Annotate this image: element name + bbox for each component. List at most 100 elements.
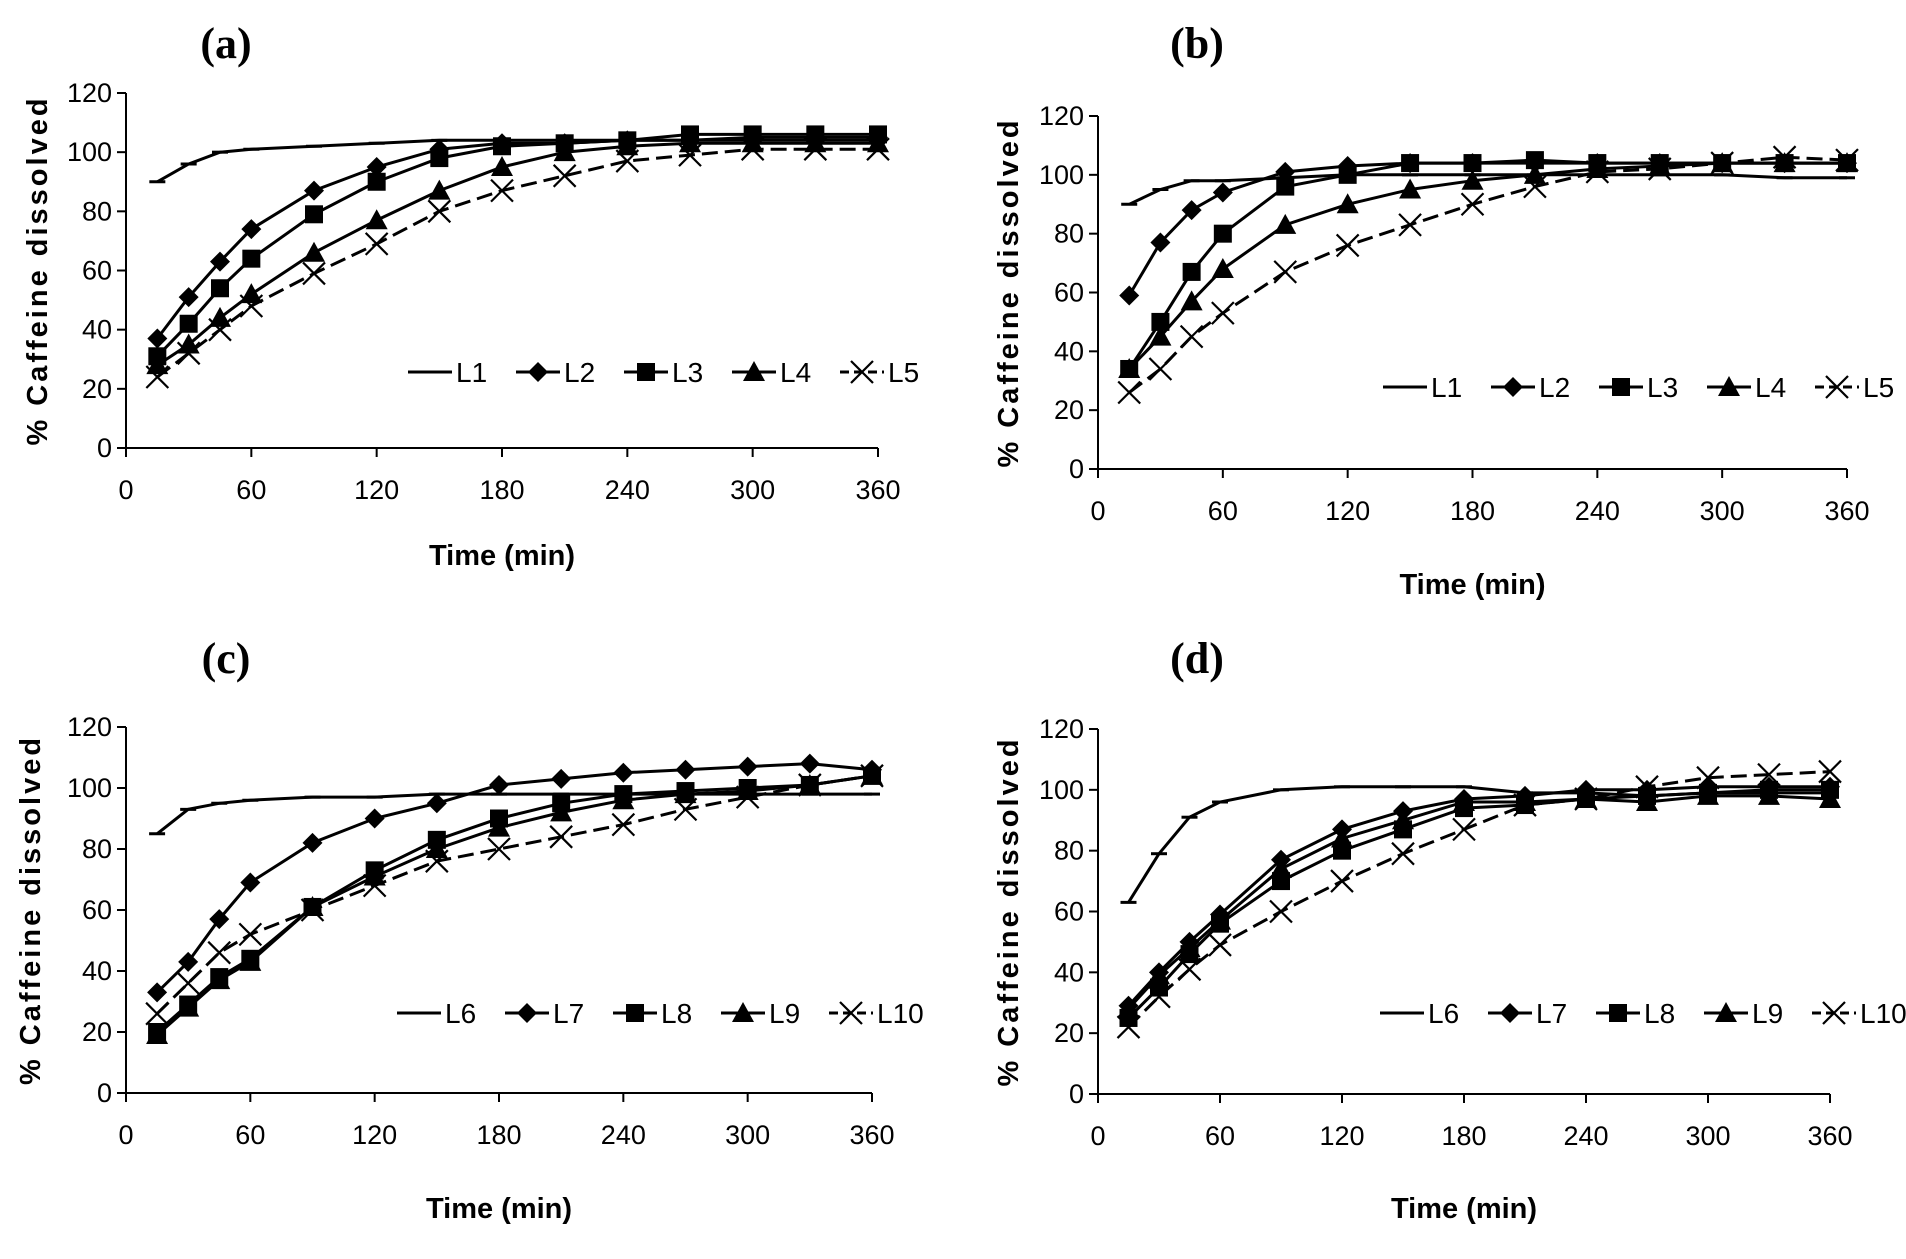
data-point-L9 [1270, 857, 1292, 878]
data-point-L9 [1392, 809, 1414, 830]
legend-label-L2: L2 [564, 357, 595, 388]
series-line-L10 [1127, 770, 1831, 1029]
data-point-L5 [1585, 160, 1610, 184]
data-point-L3 [1276, 177, 1295, 196]
y-tick-label: 0 [1069, 1079, 1084, 1109]
data-point-L5 [1835, 148, 1859, 172]
data-point-L10 [1269, 899, 1293, 924]
y-axis-title: % Caffeine dissolved [993, 117, 1025, 467]
data-point-L5 [1647, 157, 1672, 181]
legend-marker-L8 [1609, 1004, 1627, 1022]
data-point-L3 [1151, 312, 1170, 331]
data-point-L10 [1696, 765, 1720, 790]
series-L2 [147, 127, 888, 349]
data-point-L10 [238, 922, 263, 947]
legend-label-L4: L4 [780, 357, 811, 388]
data-point-L4 [1336, 193, 1359, 214]
data-point-L10 [735, 785, 760, 809]
data-point-L9 [1148, 964, 1170, 985]
y-tick-label: 0 [97, 1078, 112, 1108]
y-tick-label: 60 [82, 895, 112, 925]
data-point-L10 [611, 812, 636, 837]
legend-label-L6: L6 [445, 998, 476, 1029]
y-tick-label: 120 [67, 712, 112, 742]
y-tick-label: 80 [1054, 219, 1084, 249]
x-tick-label: 360 [1807, 1121, 1852, 1151]
data-point-L5 [1117, 380, 1141, 405]
x-tick-label: 360 [849, 1120, 894, 1150]
legend-label-L3: L3 [672, 357, 703, 388]
x-tick-label: 120 [1325, 496, 1370, 526]
y-tick-label: 80 [1054, 836, 1084, 866]
legend-label-L6: L6 [1428, 998, 1459, 1029]
legend-marker-L7 [517, 1003, 537, 1023]
y-tick-label: 60 [1054, 278, 1084, 308]
data-point-L4 [1211, 257, 1234, 278]
data-point-L9 [1697, 784, 1719, 805]
data-point-L2 [1119, 285, 1140, 306]
x-tick-label: 180 [476, 1120, 521, 1150]
legend-marker-L10 [1822, 1001, 1846, 1025]
data-point-L2 [210, 251, 230, 272]
x-tick-label: 0 [118, 475, 133, 505]
chart-panel-c: (c) 0 20 40 60 80 100 120 0 60 120 180 240 300 360 Time… [15, 634, 924, 1225]
data-point-L10 [1635, 775, 1659, 799]
data-point-L5 [1772, 145, 1797, 169]
data-point-L3 [1463, 154, 1482, 173]
data-point-L5 [552, 164, 577, 188]
y-tick-label: 80 [82, 196, 112, 226]
y-tick-label: 20 [1054, 1018, 1084, 1048]
data-point-L4 [1118, 357, 1141, 378]
panel-label: (b) [1170, 19, 1224, 68]
data-point-L10 [549, 825, 573, 849]
legend-marker-L9 [732, 1002, 754, 1022]
data-point-L4 [1149, 325, 1172, 346]
x-tick-label: 60 [235, 1120, 265, 1150]
x-tick-label: 120 [354, 475, 399, 505]
series-line-L4 [156, 141, 878, 367]
data-point-L10 [1208, 933, 1232, 957]
series-line-L9 [1127, 794, 1831, 1010]
data-point-L2 [178, 287, 199, 308]
data-point-L10 [1574, 787, 1598, 811]
data-point-L5 [678, 143, 702, 167]
legend-label-L5: L5 [1863, 372, 1894, 403]
x-tick-label: 360 [855, 475, 900, 505]
x-tick-label: 240 [601, 1120, 646, 1150]
data-point-L10 [425, 849, 449, 873]
data-point-L9 [1209, 909, 1231, 930]
data-point-L4 [240, 283, 263, 304]
legend-marker-L9 [1715, 1002, 1737, 1022]
legend: L6 L7 L8 L9 L10 [1380, 998, 1906, 1029]
data-point-L2 [1181, 200, 1202, 221]
data-point-L9 [177, 996, 200, 1017]
legend-marker-L4 [743, 361, 765, 381]
series-line-L7 [156, 762, 873, 994]
data-point-L5 [1398, 213, 1422, 237]
data-point-L2 [1212, 182, 1233, 203]
series-L10 [1116, 759, 1842, 1039]
chart-panel-a: (a) 0 20 40 60 80 100 120 0 60 120 180 240 300 360 Time… [22, 19, 919, 572]
data-point-L5 [1148, 357, 1173, 381]
data-point-L9 [674, 783, 697, 804]
data-point-L2 [366, 156, 387, 177]
legend-marker-L3 [1612, 378, 1630, 396]
data-point-L10 [798, 773, 822, 797]
data-point-L7 [209, 909, 230, 930]
x-tick-label: 60 [1205, 1121, 1235, 1151]
data-point-L10 [487, 837, 511, 861]
data-point-L3 [242, 249, 261, 268]
y-axis-title: % Caffeine dissolved [22, 95, 54, 445]
data-point-L5 [364, 232, 389, 256]
series-line-L3 [156, 132, 878, 358]
data-point-L10 [1330, 869, 1354, 893]
series-L4 [1118, 152, 1858, 378]
data-point-L4 [616, 135, 639, 156]
legend-label-L7: L7 [1536, 998, 1567, 1029]
data-point-L5 [239, 294, 264, 318]
series-line-L7 [1127, 785, 1830, 1007]
y-axis-title: % Caffeine dissolved [993, 736, 1025, 1086]
data-point-L3 [1213, 224, 1232, 243]
legend-label-L2: L2 [1539, 372, 1570, 403]
data-point-L10 [145, 1001, 169, 1026]
